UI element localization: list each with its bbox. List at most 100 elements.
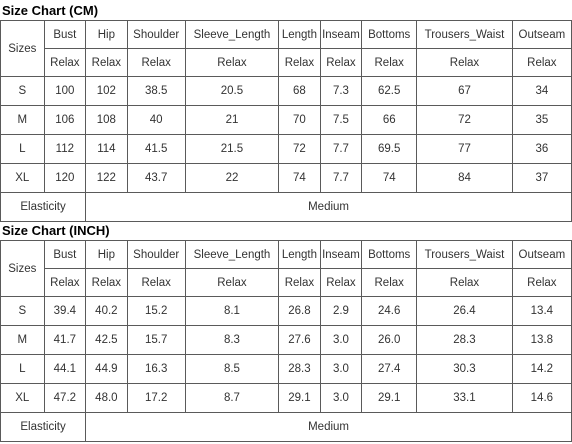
- size-cell: L: [0, 134, 45, 164]
- measurement-cell: 108: [85, 105, 128, 135]
- fit-subheader: Relax: [416, 48, 513, 77]
- elasticity-value: Medium: [85, 192, 572, 222]
- column-header: Length: [278, 240, 321, 269]
- measurement-cell: 72: [416, 105, 513, 135]
- measurement-cell: 13.4: [511, 296, 572, 326]
- fit-subheader: Relax: [43, 268, 87, 297]
- measurement-cell: 37: [511, 163, 572, 193]
- table-row: XL 120 122 43.7 22 74 7.7 74 84 37: [0, 163, 572, 193]
- measurement-cell: 120: [43, 163, 87, 193]
- column-header: Sleeve_Length: [184, 20, 280, 49]
- size-cell: S: [0, 296, 45, 326]
- sizes-header: Sizes: [0, 20, 45, 77]
- measurement-cell: 26.8: [278, 296, 321, 326]
- size-cell: M: [0, 325, 45, 355]
- fit-subheader: Relax: [361, 268, 418, 297]
- measurement-cell: 42.5: [85, 325, 128, 355]
- elasticity-label: Elasticity: [0, 192, 87, 222]
- measurement-cell: 29.1: [361, 383, 418, 413]
- fit-subheader: Relax: [319, 48, 363, 77]
- elasticity-label: Elasticity: [0, 412, 87, 442]
- size-cell: S: [0, 76, 45, 106]
- measurement-cell: 72: [278, 134, 321, 164]
- measurement-cell: 14.2: [511, 354, 572, 384]
- table-row: M 41.7 42.5 15.7 8.3 27.6 3.0 26.0 28.3 13.8: [0, 325, 572, 355]
- measurement-cell: 102: [85, 76, 128, 106]
- column-header: Bust: [43, 240, 87, 269]
- size-chart-cm-table: Sizes Bust Hip Shoulder Sleeve_Length Length I…: [0, 20, 572, 222]
- column-header: Hip: [85, 20, 128, 49]
- fit-subheader: Relax: [416, 268, 513, 297]
- column-header: Outseam: [511, 20, 572, 49]
- measurement-cell: 7.7: [319, 134, 363, 164]
- measurement-cell: 28.3: [416, 325, 513, 355]
- column-header: Inseam: [319, 240, 363, 269]
- measurement-cell: 24.6: [361, 296, 418, 326]
- size-cell: XL: [0, 383, 45, 413]
- fit-subheader: Relax: [43, 48, 87, 77]
- table-row: L 44.1 44.9 16.3 8.5 28.3 3.0 27.4 30.3 14.2: [0, 354, 572, 384]
- measurement-cell: 62.5: [361, 76, 418, 106]
- column-header: Shoulder: [126, 240, 186, 269]
- measurement-cell: 44.1: [43, 354, 87, 384]
- size-cell: XL: [0, 163, 45, 193]
- size-chart-inch-table: Sizes Bust Hip Shoulder Sleeve_Length Length I…: [0, 240, 572, 442]
- column-header: Outseam: [511, 240, 572, 269]
- fit-subheader: Relax: [85, 268, 128, 297]
- measurement-cell: 8.5: [184, 354, 280, 384]
- sizes-header: Sizes: [0, 240, 45, 297]
- fit-subheader: Relax: [184, 268, 280, 297]
- measurement-cell: 41.5: [126, 134, 186, 164]
- measurement-cell: 3.0: [319, 383, 363, 413]
- measurement-cell: 8.7: [184, 383, 280, 413]
- fit-subheader: Relax: [278, 268, 321, 297]
- size-cell: L: [0, 354, 45, 384]
- elasticity-row: Elasticity Medium: [0, 192, 572, 222]
- column-header: Hip: [85, 240, 128, 269]
- measurement-cell: 28.3: [278, 354, 321, 384]
- elasticity-row: Elasticity Medium: [0, 412, 572, 442]
- column-header: Inseam: [319, 20, 363, 49]
- size-chart-inch-title: Size Chart (INCH): [2, 223, 110, 238]
- measurement-cell: 8.3: [184, 325, 280, 355]
- measurement-cell: 100: [43, 76, 87, 106]
- measurement-cell: 114: [85, 134, 128, 164]
- subheader-row: Relax Relax Relax Relax Relax Relax Relax Relax…: [1, 48, 572, 77]
- table-row: M 106 108 40 21 70 7.5 66 72 35: [0, 105, 572, 135]
- measurement-cell: 74: [361, 163, 418, 193]
- column-header: Trousers_Waist: [416, 20, 513, 49]
- measurement-cell: 27.4: [361, 354, 418, 384]
- measurement-cell: 21: [184, 105, 280, 135]
- fit-subheader: Relax: [278, 48, 321, 77]
- measurement-cell: 106: [43, 105, 87, 135]
- measurement-cell: 122: [85, 163, 128, 193]
- measurement-cell: 7.5: [319, 105, 363, 135]
- table-row: S 39.4 40.2 15.2 8.1 26.8 2.9 24.6 26.4 13.4: [0, 296, 572, 326]
- fit-subheader: Relax: [319, 268, 363, 297]
- measurement-cell: 2.9: [319, 296, 363, 326]
- measurement-cell: 40.2: [85, 296, 128, 326]
- measurement-cell: 74: [278, 163, 321, 193]
- measurement-cell: 68: [278, 76, 321, 106]
- measurement-cell: 8.1: [184, 296, 280, 326]
- measurement-cell: 26.0: [361, 325, 418, 355]
- column-header: Sleeve_Length: [184, 240, 280, 269]
- table-row: L 112 114 41.5 21.5 72 7.7 69.5 77 36: [0, 134, 572, 164]
- measurement-cell: 15.2: [126, 296, 186, 326]
- measurement-cell: 69.5: [361, 134, 418, 164]
- measurement-cell: 33.1: [416, 383, 513, 413]
- measurement-cell: 3.0: [319, 325, 363, 355]
- measurement-cell: 30.3: [416, 354, 513, 384]
- column-header: Trousers_Waist: [416, 240, 513, 269]
- measurement-cell: 34: [511, 76, 572, 106]
- fit-subheader: Relax: [85, 48, 128, 77]
- measurement-cell: 39.4: [43, 296, 87, 326]
- fit-subheader: Relax: [361, 48, 418, 77]
- measurement-cell: 41.7: [43, 325, 87, 355]
- measurement-cell: 36: [511, 134, 572, 164]
- measurement-cell: 13.8: [511, 325, 572, 355]
- measurement-cell: 7.7: [319, 163, 363, 193]
- measurement-cell: 16.3: [126, 354, 186, 384]
- measurement-cell: 43.7: [126, 163, 186, 193]
- measurement-cell: 7.3: [319, 76, 363, 106]
